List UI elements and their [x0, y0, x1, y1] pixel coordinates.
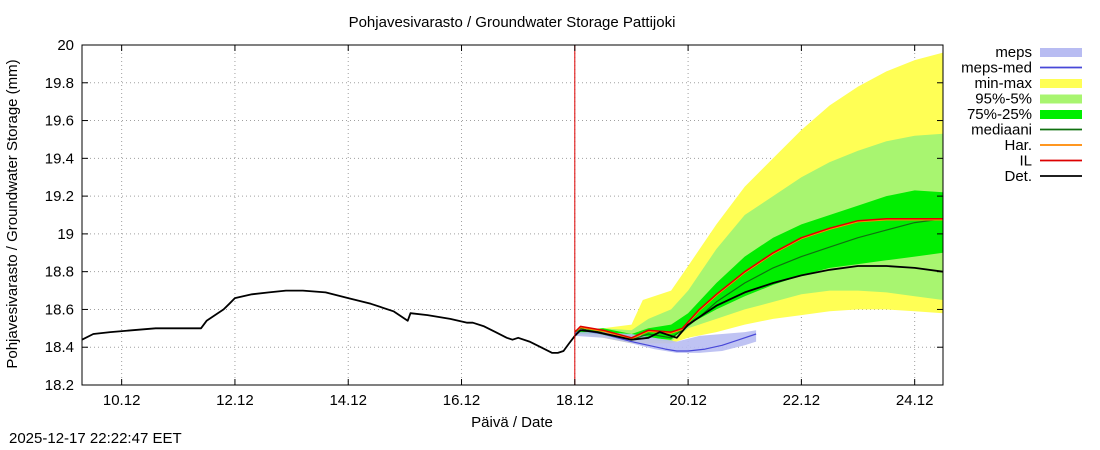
series-line-det	[81, 265, 944, 354]
x-tick-label: 24.12	[896, 392, 934, 409]
legend-swatch-p75-25	[1040, 110, 1082, 119]
x-tick-label: 20.12	[669, 392, 707, 409]
x-tick-label: 22.12	[783, 392, 821, 409]
plot-frame	[81, 44, 944, 386]
legend-swatch-meps	[1040, 48, 1082, 57]
x-tick-label: 18.12	[556, 392, 594, 409]
y-tick-label: 18.4	[45, 339, 74, 356]
legend-label-har: Har.	[1004, 137, 1032, 154]
legend-label-meps-med: meps-med	[961, 60, 1032, 77]
y-tick-label: 19.2	[45, 188, 74, 205]
band-p95_5	[574, 133, 943, 342]
legend-label-il: IL	[1019, 153, 1032, 170]
legend-label-minmax: min-max	[974, 75, 1032, 92]
y-tick-label: 18.8	[45, 264, 74, 281]
y-tick-label: 19.4	[45, 150, 74, 167]
legend-label-median: mediaani	[971, 122, 1032, 139]
plot-area: 10.12 12.12 14.12 16.12 18.12 20.12 22.12 24.12…	[45, 37, 944, 409]
y-tick-label: 18.2	[45, 377, 74, 394]
y-tick-label: 18.6	[45, 301, 74, 318]
x-tick-label: 14.12	[329, 392, 367, 409]
x-tick-label: 10.12	[103, 392, 141, 409]
series-line-il	[574, 218, 943, 339]
y-tick-label: 20	[57, 37, 74, 54]
band-p75_25	[574, 190, 943, 340]
legend-label-det: Det.	[1004, 168, 1032, 185]
legend-label-meps: meps	[995, 44, 1032, 61]
y-tick-label: 19.6	[45, 113, 74, 130]
x-tick-label: 16.12	[443, 392, 481, 409]
legend: mepsmeps-medmin-max95%-5%75%-25%mediaani…	[961, 44, 1082, 185]
y-tick-label: 19.8	[45, 75, 74, 92]
legend-label-p75-25: 75%-25%	[967, 106, 1032, 123]
y-tick-label: 19	[57, 226, 74, 243]
x-axis-label: Päivä / Date	[471, 414, 553, 431]
timestamp: 2025-12-17 22:22:47 EET	[9, 430, 182, 447]
legend-swatch-p95-5	[1040, 94, 1082, 104]
legend-label-p95-5: 95%-5%	[975, 91, 1032, 108]
x-tick-label: 12.12	[216, 392, 254, 409]
y-axis-label: Pohjavesivarasto / Groundwater Storage (…	[4, 59, 21, 368]
chart-title: Pohjavesivarasto / Groundwater Storage P…	[349, 14, 676, 31]
legend-swatch-minmax	[1040, 79, 1082, 88]
